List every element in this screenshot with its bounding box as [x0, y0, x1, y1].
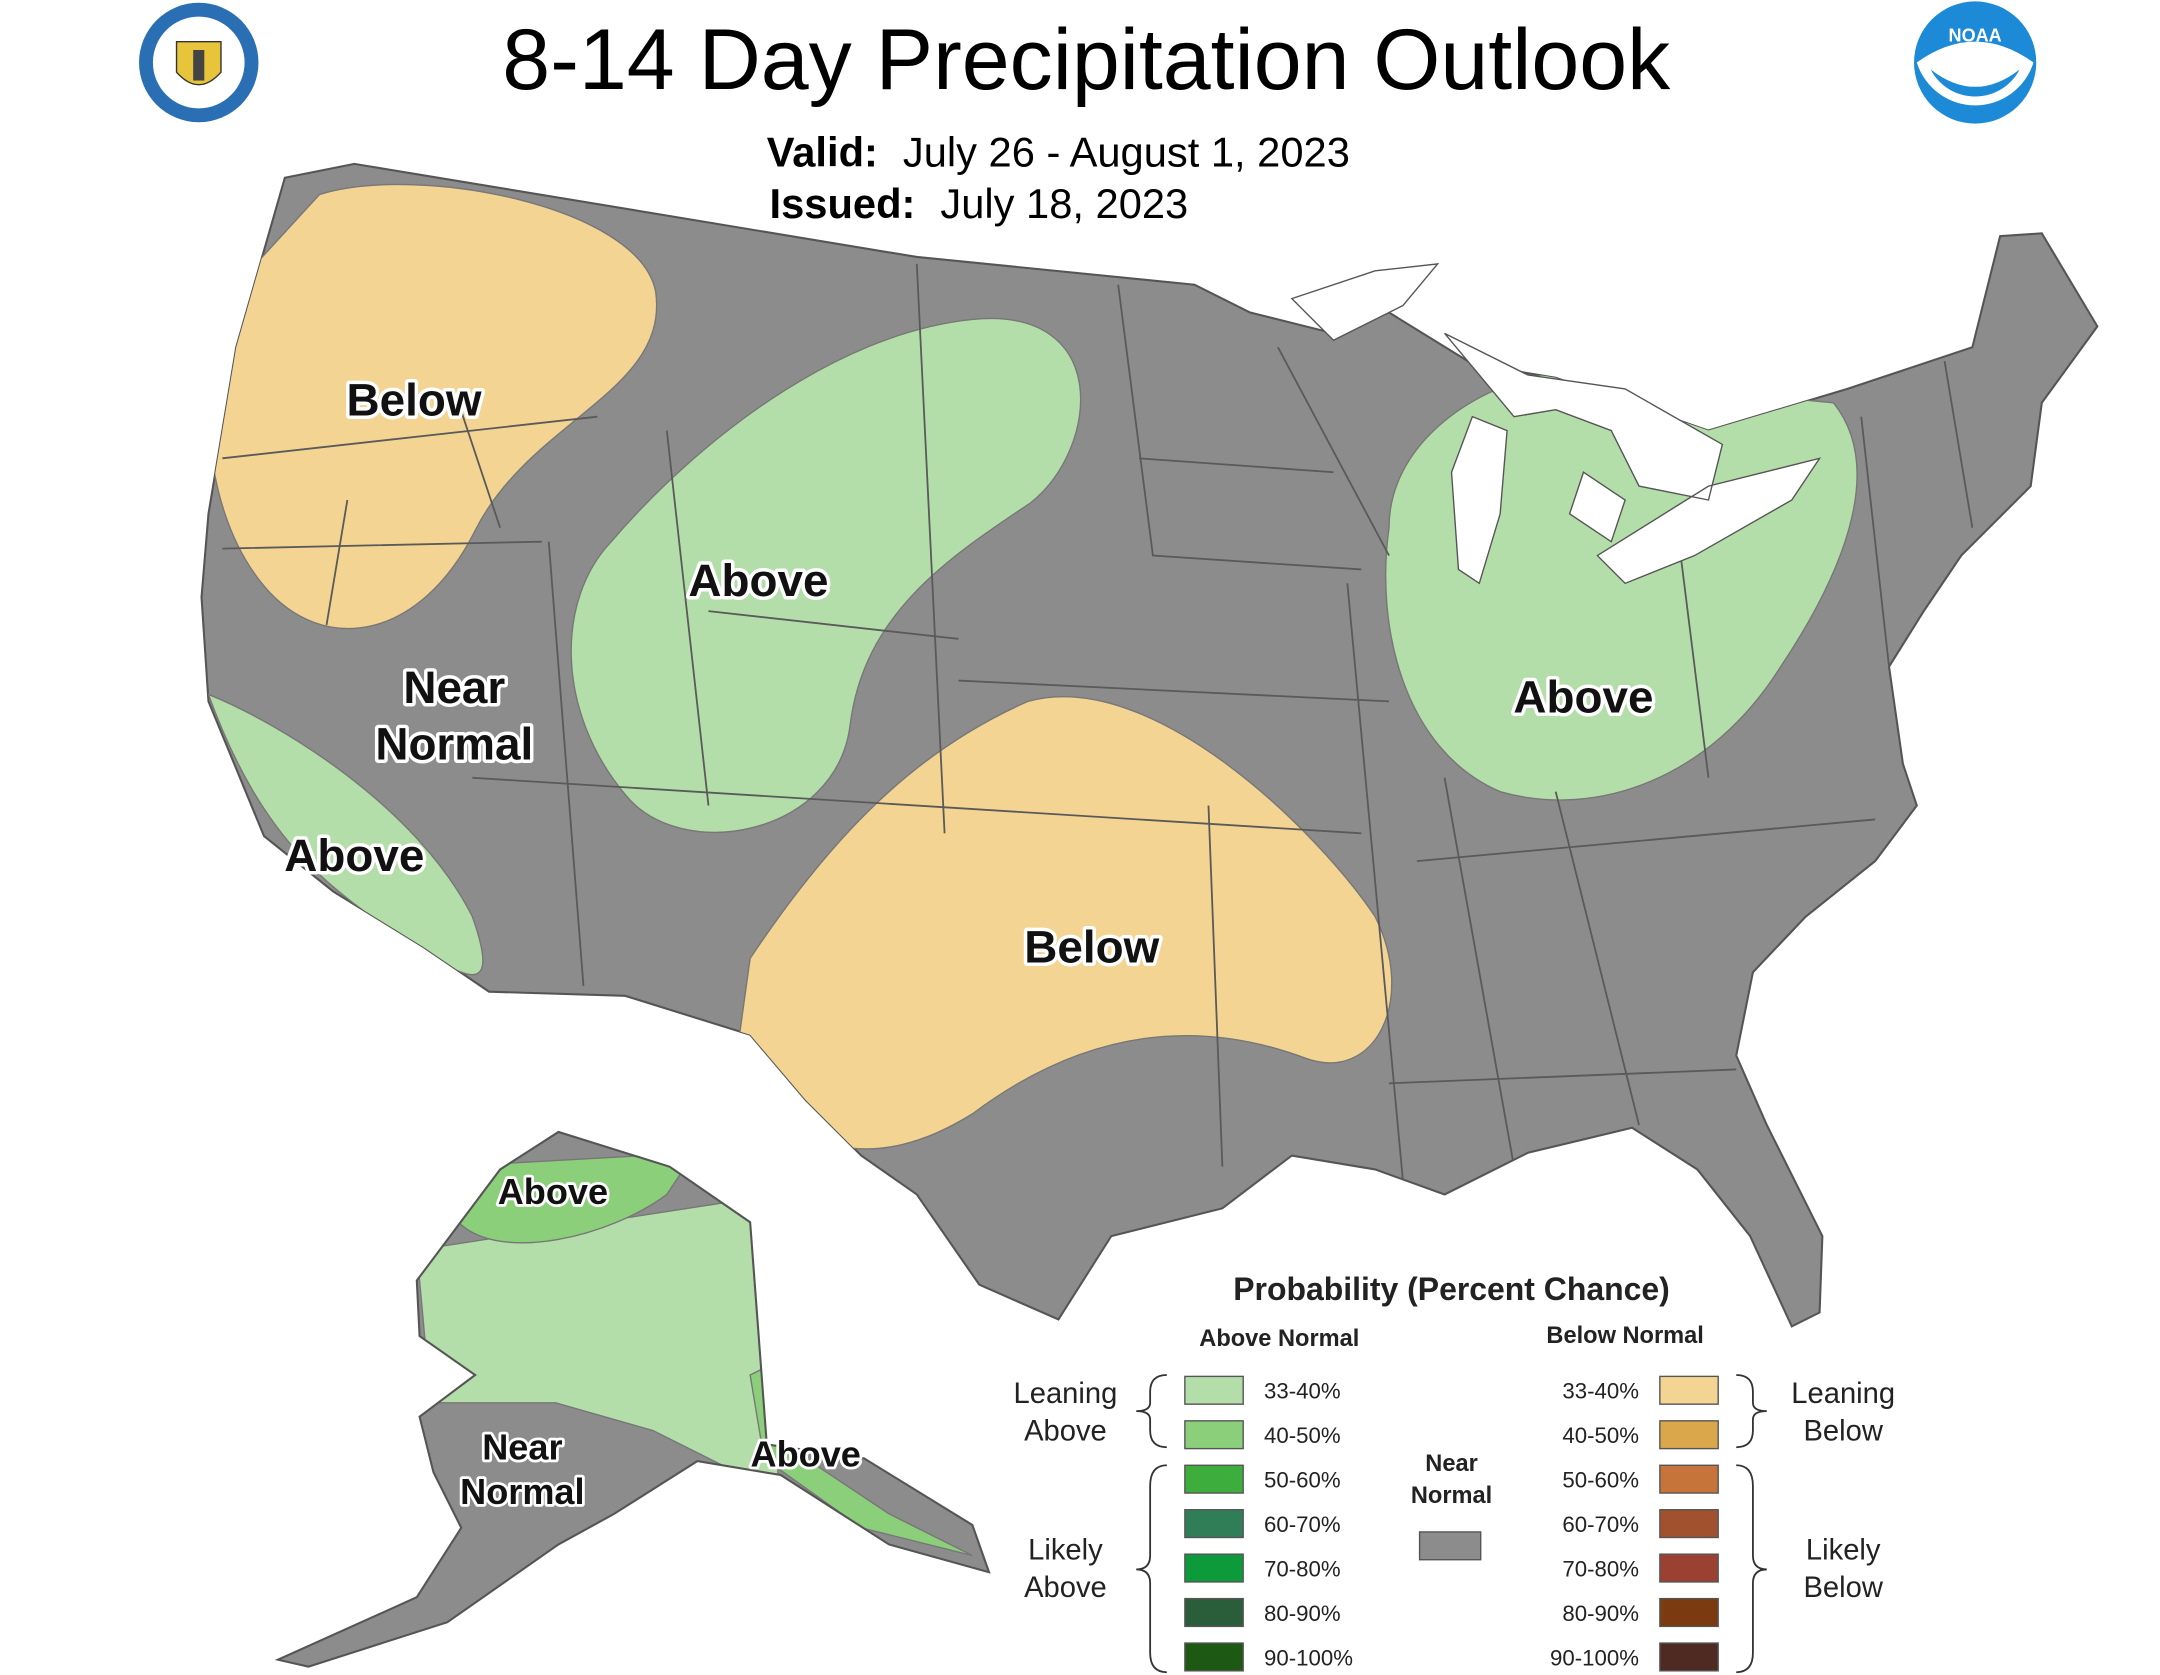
group-label-line: Leaning [1014, 1378, 1118, 1410]
group-label-line: Likely [1806, 1535, 1881, 1567]
legend-title: Probability (Percent Chance) [1233, 1271, 1670, 1307]
legend-label: 33-40% [1562, 1379, 1639, 1404]
legend: Probability (Percent Chance) Above Norma… [1014, 1271, 1895, 1674]
legend-swatch [1184, 1642, 1244, 1672]
legend-label: 60-70% [1562, 1512, 1639, 1537]
title: 8-14 Day Precipitation Outlook [502, 12, 1671, 108]
noaa-logo: NOAA [1914, 1, 2037, 124]
group-label-line: Above [1024, 1572, 1107, 1604]
legend-label: 70-80% [1562, 1556, 1639, 1581]
group-label-line: Likely [1028, 1535, 1103, 1567]
legend-swatch [1184, 1553, 1244, 1583]
region-label: Near Normal [460, 1427, 584, 1512]
legend-swatch [1659, 1375, 1719, 1405]
legend-heading: Below Normal [1546, 1323, 1703, 1349]
legend-label: 33-40% [1264, 1379, 1341, 1404]
region-label-line: Normal [375, 719, 533, 770]
region-label-line: Near [403, 662, 505, 713]
legend-label: 80-90% [1562, 1601, 1639, 1626]
group-label: Likely Below [1803, 1535, 1883, 1605]
region-label-line: Below [1024, 922, 1159, 973]
region-label: Above [498, 1171, 608, 1212]
region-label: Below [1024, 922, 1159, 973]
region-label: Near Normal [375, 662, 533, 770]
legend-swatch [1659, 1420, 1719, 1450]
legend-swatch [1184, 1597, 1244, 1628]
legend-swatch [1184, 1464, 1244, 1494]
issued-label: Issued: [770, 180, 916, 227]
issued-date: July 18, 2023 [940, 180, 1188, 227]
alaska-outline [274, 1130, 991, 1668]
legend-heading: Above Normal [1199, 1326, 1359, 1352]
region-label-line: Above [498, 1171, 608, 1212]
group-label-line: Below [1803, 1572, 1883, 1604]
legend-label: 70-80% [1264, 1556, 1341, 1581]
legend-label: 50-60% [1562, 1468, 1639, 1493]
braces [1136, 1374, 1767, 1674]
valid-dates: July 26 - August 1, 2023 [903, 129, 1350, 176]
region-label: Above [688, 555, 828, 606]
legend-swatch [1659, 1553, 1719, 1583]
alaska [277, 1131, 990, 1667]
group-label: Leaning Below [1791, 1378, 1895, 1448]
svg-text:NOAA: NOAA [1949, 26, 2002, 46]
region-label: Above [751, 1434, 861, 1475]
group-label-line: Leaning [1791, 1378, 1895, 1410]
region-label-line: Normal [460, 1471, 584, 1512]
region-label-line: Above [1513, 672, 1653, 723]
doc-logo [139, 2, 259, 123]
legend-label: 60-70% [1264, 1512, 1341, 1537]
group-label-line: Below [1803, 1415, 1883, 1447]
group-label-line: Above [1024, 1415, 1107, 1447]
region-label-line: Below [347, 374, 482, 425]
near-normal-line: Near [1425, 1451, 1478, 1477]
legend-swatch [1418, 1531, 1482, 1561]
legend-swatch [1659, 1464, 1719, 1494]
legend-label: 40-50% [1264, 1423, 1341, 1448]
near-normal-line: Normal [1411, 1483, 1492, 1509]
region-label-line: Above [751, 1434, 861, 1475]
legend-label: 90-100% [1550, 1645, 1639, 1670]
near-normal-label: Near Normal [1411, 1451, 1492, 1509]
region-label-line: Above [284, 830, 424, 881]
conus [200, 162, 2099, 1328]
region-label: Above [1513, 672, 1653, 723]
group-label: Leaning Above [1014, 1378, 1118, 1448]
group-label: Likely Above [1024, 1535, 1107, 1605]
legend-swatch [1659, 1597, 1719, 1628]
region-label: Above [284, 830, 424, 881]
region-label: Below [347, 374, 482, 425]
legend-swatch [1184, 1509, 1244, 1539]
legend-swatch [1659, 1642, 1719, 1672]
valid-label: Valid: [767, 129, 878, 176]
legend-label: 50-60% [1264, 1468, 1341, 1493]
region-label-line: Above [688, 555, 828, 606]
legend-swatch [1659, 1509, 1719, 1539]
legend-label: 90-100% [1264, 1645, 1353, 1670]
legend-swatch [1184, 1420, 1244, 1450]
legend-label: 80-90% [1264, 1601, 1341, 1626]
legend-swatch [1184, 1375, 1244, 1405]
legend-label: 40-50% [1562, 1423, 1639, 1448]
region-label-line: Near [482, 1427, 562, 1468]
